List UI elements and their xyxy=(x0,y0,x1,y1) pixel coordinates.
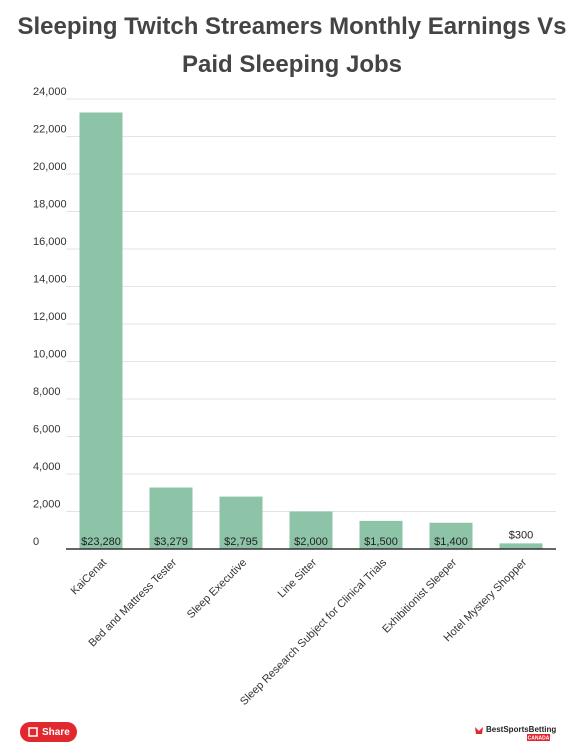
y-tick-label: 10,000 xyxy=(33,348,67,360)
y-tick-label: 6,000 xyxy=(33,423,61,435)
chart-title: Sleeping Twitch Streamers Monthly Earnin… xyxy=(17,13,567,78)
share-bg[interactable] xyxy=(20,722,77,742)
value-label: $1,500 xyxy=(364,536,398,548)
y-tick-label: 18,000 xyxy=(33,198,67,210)
value-label: $300 xyxy=(509,529,533,541)
x-tick-label: Hotel Mystery Shopper xyxy=(442,556,530,644)
bar xyxy=(149,487,193,549)
logo: BestSportsBetting xyxy=(486,725,556,734)
y-tick-label: 16,000 xyxy=(33,236,67,248)
y-tick-label: 8,000 xyxy=(33,386,61,398)
bar xyxy=(499,543,543,549)
value-label: $23,280 xyxy=(81,536,121,548)
y-tick-label: 4,000 xyxy=(33,461,61,473)
bar xyxy=(219,496,263,549)
y-tick-label: 0 xyxy=(33,536,39,548)
logo-sub-bg xyxy=(527,734,550,741)
y-tick-label: 24,000 xyxy=(33,86,67,98)
bar xyxy=(289,511,333,549)
value-label: $3,279 xyxy=(154,536,188,548)
y-tick-label: 14,000 xyxy=(33,273,67,285)
share-label[interactable]: Share xyxy=(42,727,70,738)
y-tick-label: 2,000 xyxy=(33,498,61,510)
logo-icon xyxy=(475,727,483,734)
bar xyxy=(429,522,473,549)
x-tick-label: Exhibitionist Sleeper xyxy=(380,556,459,635)
share-icon[interactable] xyxy=(28,727,38,737)
bar xyxy=(359,520,403,549)
share-button[interactable]: Share xyxy=(20,722,77,742)
y-tick-label: 22,000 xyxy=(33,123,67,135)
value-label: $1,400 xyxy=(434,536,468,548)
x-tick-label: Sleep Research Subject for Clinical Tria… xyxy=(238,556,390,708)
logo-sub: CANADA xyxy=(528,735,550,741)
value-label: $2,795 xyxy=(224,536,258,548)
y-tick-label: 12,000 xyxy=(33,311,67,323)
x-tick-label: Sleep Executive xyxy=(185,557,249,621)
x-tick-label: Line Sitter xyxy=(276,556,320,600)
bar xyxy=(79,112,123,549)
x-tick-label: KaiCenat xyxy=(69,557,109,597)
value-label: $2,000 xyxy=(294,536,328,548)
y-tick-label: 20,000 xyxy=(33,161,67,173)
